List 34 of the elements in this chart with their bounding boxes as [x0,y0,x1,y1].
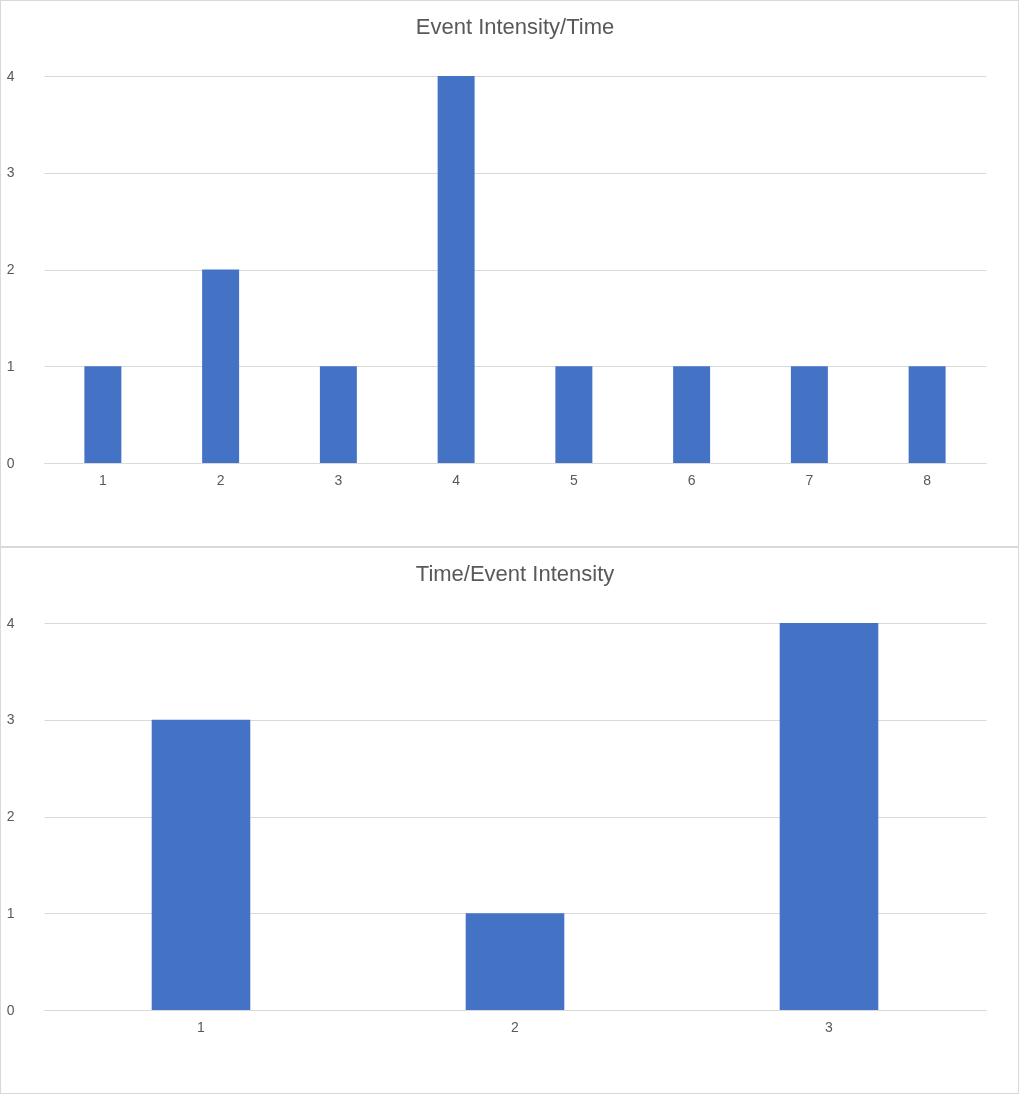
bar [202,269,240,463]
y-tick-label: 3 [6,164,15,181]
x-tick-label: 4 [452,471,461,488]
y-tick-label: 3 [6,711,15,728]
bar [790,366,828,463]
x-tick-label: 1 [98,471,107,488]
bar [84,366,122,463]
x-tick-label: 2 [216,471,225,488]
y-tick-label: 1 [6,904,15,921]
x-tick-label: 3 [334,471,343,488]
y-tick-label: 4 [6,614,15,631]
x-tick-label: 3 [825,1018,834,1035]
x-tick-label: 2 [511,1018,520,1035]
bar [437,76,475,463]
bar [555,366,593,463]
x-tick-label: 7 [805,471,814,488]
bar [673,366,711,463]
x-tick-label: 6 [687,471,696,488]
bar [908,366,946,463]
bar [465,913,565,1010]
y-tick-label: 4 [6,67,15,84]
y-tick-label: 0 [6,1001,15,1018]
bar [151,719,251,1010]
x-tick-label: 5 [569,471,578,488]
chart-title: Event Intensity/Time [415,14,615,39]
bar [319,366,357,463]
bar [779,623,879,1010]
x-tick-label: 8 [923,471,932,488]
y-tick-label: 1 [6,357,15,374]
y-tick-label: 2 [6,261,15,277]
chart-title: Time/Event Intensity [415,561,615,586]
x-tick-label: 1 [197,1018,206,1035]
y-tick-label: 0 [6,454,15,471]
y-tick-label: 2 [6,808,15,824]
